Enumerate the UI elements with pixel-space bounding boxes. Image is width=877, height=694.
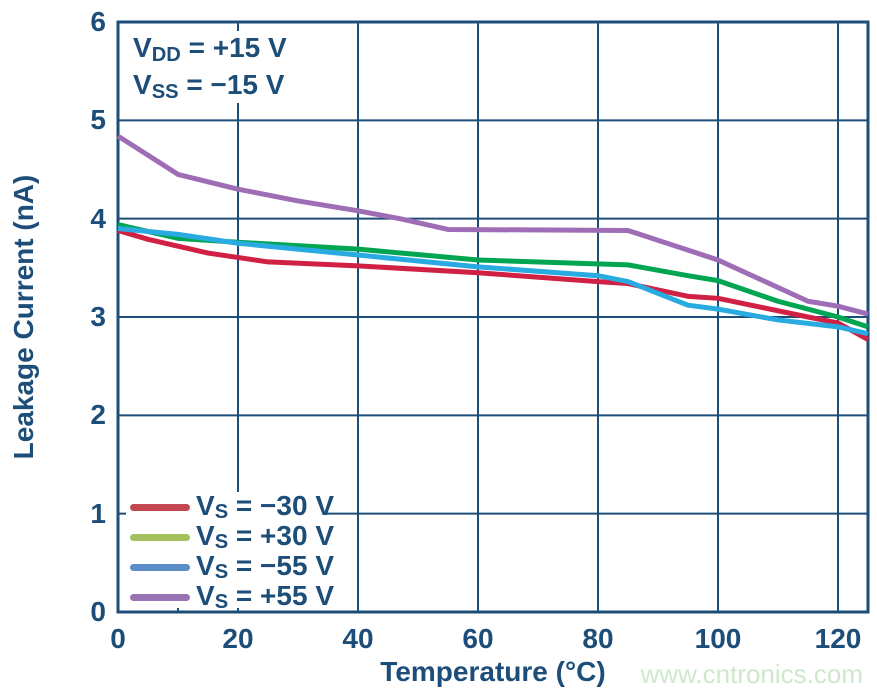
plot-border <box>116 20 870 614</box>
legend-swatch-1 <box>130 533 190 541</box>
y-tick-label: 3 <box>90 301 106 332</box>
legend-swatch-3 <box>130 593 190 601</box>
watermark-text: www.cntronics.com <box>640 659 864 689</box>
x-tick-label: 80 <box>582 623 614 654</box>
x-tick-label: 60 <box>462 623 494 654</box>
legend-item-3: VS = +55 V <box>130 580 334 613</box>
y-tick-label: 2 <box>90 399 106 431</box>
series-line-2 <box>117 226 869 337</box>
series-line-0 <box>117 228 870 342</box>
y-tick-label: 4 <box>90 202 106 234</box>
x-tick-label: 20 <box>222 623 254 654</box>
x-tick-label: 120 <box>814 623 862 654</box>
y-tick-label: 0 <box>90 596 106 627</box>
annotation-line: VDD = +15 V <box>133 32 287 66</box>
legend-label-1: VS = +30 V <box>196 519 335 554</box>
y-tick-label: 5 <box>90 104 106 136</box>
legend-label-0: VS = −30 V <box>196 489 335 524</box>
legend-swatch-0 <box>130 503 190 511</box>
x-tick-label: 0 <box>110 623 126 654</box>
annotation-line: VSS = −15 V <box>133 69 285 103</box>
annotation-box: VDD = +15 V VSS = −15 V <box>122 31 327 103</box>
y-tick-label: 1 <box>90 497 106 529</box>
x-tick-label: 40 <box>342 623 374 654</box>
legend-item-0: VS = −30 V <box>130 490 334 523</box>
legend-label-2: VS = −55 V <box>196 549 335 584</box>
legend-swatch-2 <box>130 563 190 571</box>
x-tick-label: 100 <box>694 623 742 654</box>
legend: VS = −30 V VS = +30 V VS = −55 V VS = +55 V <box>126 490 334 613</box>
legend-item-2: VS = −55 V <box>130 550 334 583</box>
legend-label-3: VS = +55 V <box>196 579 335 614</box>
y-axis-title: Leakage Current (nA) <box>8 174 39 460</box>
y-tick-label: 6 <box>90 6 106 37</box>
legend-item-1: VS = +30 V <box>130 520 334 553</box>
x-axis-title: Temperature (°C) <box>380 656 606 687</box>
series-line-3 <box>116 133 869 317</box>
